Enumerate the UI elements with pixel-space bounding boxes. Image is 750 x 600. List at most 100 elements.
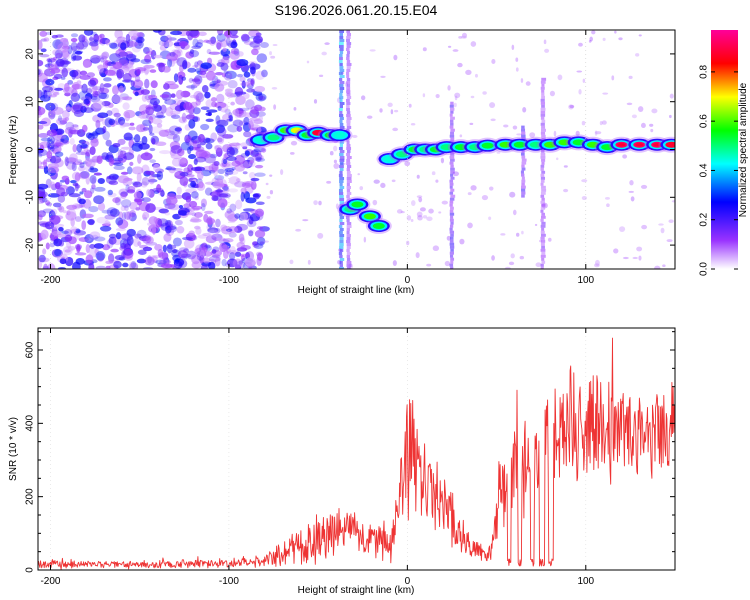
noise-blob	[447, 85, 451, 91]
noise-blob	[172, 134, 181, 143]
noise-blob	[117, 138, 126, 146]
noise-blob	[172, 266, 179, 269]
noise-blob	[422, 93, 426, 98]
streak-cell	[339, 234, 345, 237]
noise-blob	[321, 51, 327, 56]
noise-blob	[80, 150, 88, 156]
noise-blob	[490, 118, 496, 122]
noise-blob	[131, 166, 144, 175]
noise-blob	[221, 258, 227, 267]
streak-cell	[449, 104, 454, 108]
noise-blob	[52, 106, 64, 115]
noise-blob	[126, 211, 133, 221]
noise-blob	[141, 177, 150, 186]
noise-blob	[237, 51, 244, 57]
noise-blob	[145, 236, 154, 245]
noise-blob	[200, 169, 212, 177]
streak-cell	[339, 177, 345, 180]
noise-blob	[578, 89, 582, 95]
noise-blob	[192, 64, 201, 68]
noise-blob	[94, 91, 100, 96]
noise-blob	[145, 170, 155, 176]
noise-blob	[38, 59, 44, 67]
noise-blob	[65, 106, 73, 112]
noise-blob	[88, 167, 99, 173]
noise-blob	[108, 233, 117, 239]
streak-cell	[521, 188, 526, 192]
streak-cell	[339, 69, 345, 72]
noise-blob	[142, 127, 150, 131]
noise-blob	[38, 260, 43, 269]
noise-blob	[234, 164, 245, 172]
noise-blob	[52, 202, 62, 208]
noise-blob	[438, 211, 442, 214]
noise-blob	[134, 91, 139, 97]
noise-blob	[511, 44, 515, 51]
streak-cell	[450, 107, 455, 111]
snr-x-ticks: -200 -100 0 100	[40, 328, 595, 587]
noise-blob	[149, 69, 157, 73]
noise-blob	[211, 195, 219, 202]
noise-blob	[194, 196, 199, 201]
noise-blob	[178, 116, 188, 124]
noise-blob	[151, 225, 157, 235]
noise-blob	[155, 259, 167, 265]
noise-blob	[521, 230, 524, 235]
streak-cell	[339, 99, 343, 102]
noise-blob	[193, 90, 203, 101]
streak-cell	[339, 141, 344, 144]
noise-blob	[520, 78, 524, 83]
streak-cell	[339, 39, 345, 42]
noise-blob	[40, 137, 53, 142]
noise-blob	[196, 143, 202, 149]
noise-blob	[135, 207, 140, 211]
noise-blob	[121, 96, 133, 101]
noise-blob	[148, 94, 158, 100]
noise-blob	[56, 117, 67, 126]
noise-blob	[392, 127, 399, 132]
ridge-core	[572, 139, 585, 146]
noise-blob	[160, 104, 167, 114]
noise-blob	[122, 262, 129, 268]
noise-blob	[379, 108, 383, 113]
noise-blob	[120, 65, 130, 74]
noise-blob	[186, 250, 197, 260]
noise-blob	[89, 54, 101, 64]
noise-blob	[234, 109, 240, 119]
noise-blob	[280, 169, 284, 175]
y-tick-label: -20	[25, 237, 36, 252]
noise-blob	[177, 210, 188, 216]
noise-blob	[601, 120, 607, 125]
noise-blob	[222, 47, 227, 52]
noise-blob	[594, 130, 598, 136]
streak-cell	[540, 206, 546, 210]
noise-blob	[211, 161, 219, 172]
noise-blob	[51, 34, 59, 39]
streak-cell	[449, 263, 454, 267]
noise-blob	[197, 234, 209, 239]
noise-blob	[147, 222, 152, 226]
noise-blob	[89, 244, 96, 249]
noise-blob	[64, 229, 73, 236]
noise-blob	[254, 152, 263, 162]
noise-blob	[141, 94, 148, 102]
streak-cell	[346, 198, 351, 201]
streak-cell	[338, 225, 343, 228]
noise-blob	[182, 236, 193, 241]
noise-blob	[80, 105, 87, 113]
streak-cell	[346, 156, 352, 159]
noise-blob	[170, 93, 176, 98]
noise-blob	[97, 202, 106, 211]
noise-blob	[96, 216, 108, 224]
noise-blob	[302, 219, 309, 222]
noise-blob	[228, 114, 233, 122]
streak-cell	[449, 254, 454, 258]
noise-blob	[515, 67, 519, 72]
noise-blob	[214, 144, 223, 152]
noise-blob	[544, 48, 550, 53]
noise-blob	[121, 250, 126, 259]
noise-blob	[100, 57, 105, 63]
noise-blob	[220, 62, 229, 71]
noise-blob	[55, 52, 63, 59]
noise-blob	[49, 155, 62, 164]
